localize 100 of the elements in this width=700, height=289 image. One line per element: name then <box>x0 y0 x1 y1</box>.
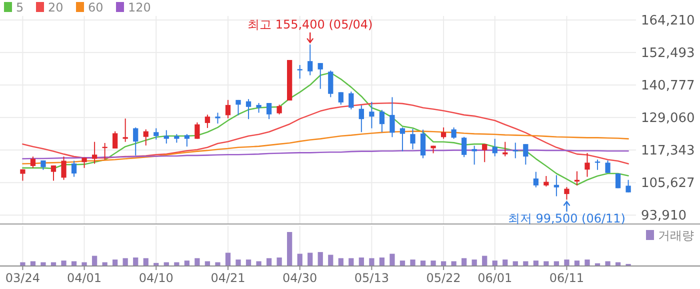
candlestick <box>533 171 538 188</box>
bar <box>462 258 467 266</box>
line-series <box>22 102 629 164</box>
bar <box>61 260 66 266</box>
bar <box>133 258 138 266</box>
candlestick <box>82 157 87 168</box>
candlestick <box>133 126 138 156</box>
bar <box>318 252 323 266</box>
candlestick <box>410 128 416 150</box>
candlestick <box>246 98 252 120</box>
candlestick <box>194 122 200 140</box>
x-tick-label: 04/01 <box>66 271 102 285</box>
candlestick <box>164 130 169 144</box>
bar <box>297 254 302 266</box>
candlestick <box>564 186 570 200</box>
annotation: 최고 155,400 (05/04) <box>248 17 373 32</box>
legend-label: 20 <box>48 0 64 14</box>
candlestick <box>204 114 210 128</box>
candlestick <box>318 62 323 90</box>
bar <box>544 261 549 266</box>
y-tick-label: 152,493 <box>641 46 695 62</box>
bar <box>122 258 128 266</box>
bar <box>328 254 334 266</box>
candlestick <box>369 101 374 129</box>
candlestick <box>61 156 66 180</box>
legend-label: 거래량 <box>658 228 694 242</box>
candlestick <box>523 144 528 166</box>
candlestick <box>379 109 385 133</box>
bar <box>225 252 231 266</box>
candlestick <box>482 144 488 163</box>
candlestick <box>297 64 302 80</box>
candlestick <box>626 179 631 193</box>
candlestick <box>71 160 77 178</box>
candlestick <box>554 174 560 197</box>
candlestick <box>236 99 241 116</box>
bar <box>308 252 313 266</box>
candlestick <box>502 141 508 157</box>
bar <box>482 256 488 266</box>
bar <box>472 260 477 266</box>
candlestick <box>420 129 426 159</box>
bar <box>143 258 148 266</box>
candlestick <box>348 91 354 110</box>
candlestick <box>512 142 518 159</box>
bar <box>369 258 374 266</box>
bar <box>605 261 610 266</box>
y-tick-label: 164,210 <box>641 14 695 29</box>
bar <box>564 260 570 266</box>
bar <box>523 261 528 266</box>
legend-label: 120 <box>128 0 151 14</box>
x-tick-label: 05/13 <box>354 271 389 285</box>
y-tick-label: 93,910 <box>641 208 686 224</box>
bar <box>256 261 262 266</box>
bar <box>287 232 292 266</box>
candlestick <box>358 104 364 133</box>
candlestick <box>276 104 282 115</box>
x-tick-label: 05/22 <box>426 271 461 285</box>
bar <box>276 258 282 266</box>
bar <box>266 258 272 266</box>
candlestick <box>50 164 56 182</box>
bar <box>338 258 344 266</box>
candlestick <box>472 145 477 166</box>
x-tick-label: 03/24 <box>5 271 40 285</box>
bar <box>512 261 518 266</box>
bar <box>30 261 36 266</box>
legend-label: 60 <box>88 0 104 14</box>
x-tick-label: 06/11 <box>549 271 584 285</box>
candlestick <box>215 112 220 124</box>
candlestick <box>440 126 446 140</box>
bar <box>451 261 456 266</box>
candlestick <box>308 44 313 76</box>
bar <box>390 254 395 266</box>
candlestick <box>30 156 36 168</box>
candlestick <box>225 99 231 119</box>
bar <box>410 260 416 266</box>
line-series <box>22 72 629 186</box>
x-tick-label: 04/21 <box>210 271 246 285</box>
bar <box>246 260 252 266</box>
candlestick <box>266 102 272 120</box>
candlestick <box>390 96 395 138</box>
bar <box>204 261 210 266</box>
bar <box>440 261 446 266</box>
bar <box>112 260 118 266</box>
bar <box>71 261 77 266</box>
candlestick <box>112 130 118 150</box>
bar <box>348 258 354 266</box>
bar <box>236 260 241 266</box>
x-tick-label: 04/30 <box>282 271 318 285</box>
bar <box>379 258 385 266</box>
candlestick <box>143 128 148 146</box>
x-tick-label: 04/10 <box>138 271 174 285</box>
bar <box>194 258 200 266</box>
x-tick-label: 06/01 <box>478 271 512 285</box>
y-tick-label: 105,627 <box>641 176 695 192</box>
bar <box>502 260 508 266</box>
legend-label: 5 <box>16 0 24 14</box>
y-tick-label: 140,777 <box>641 78 695 94</box>
candlestick <box>594 159 600 170</box>
candlestick <box>122 118 128 142</box>
candlestick <box>462 136 467 158</box>
annotation: 최저 99,500 (06/11) <box>508 212 626 226</box>
